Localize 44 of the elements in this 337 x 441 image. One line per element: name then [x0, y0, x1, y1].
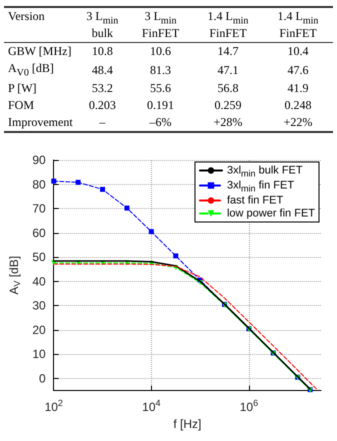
text: 0.259: [214, 98, 242, 112]
text: 10.8: [92, 44, 113, 58]
y-tick-label: 50: [32, 250, 46, 264]
legend-label: low power fin FET: [226, 208, 316, 220]
text: 0.191: [147, 98, 174, 112]
text: +22%: [284, 114, 312, 129]
y-tick-label: 20: [32, 322, 46, 337]
text: 10.6: [150, 44, 172, 58]
text: 10.4: [287, 44, 308, 58]
legend-label: fast fin FET: [226, 194, 284, 206]
text: 55.6: [150, 80, 172, 95]
text: 41.9: [287, 80, 308, 95]
category-label: 3 L$_{min}$ FinFET: [140, 8, 180, 42]
category-label: 1.4 L$_{min}$ FinFET: [206, 8, 250, 42]
text: +28%: [214, 114, 242, 129]
category-label: 1.4 L$_{min}$ FinFET: [276, 8, 320, 42]
y-tick-label: 70: [32, 202, 46, 216]
text: Version: [7, 8, 46, 25]
y-tick-label: 80: [32, 177, 46, 192]
category-label: Improvement: [8, 114, 73, 129]
y-tick-label: 30: [32, 298, 46, 313]
text: –6%: [150, 114, 172, 129]
text: –: [99, 114, 106, 129]
category-label: 3 L$_{min}$ bulk: [85, 8, 120, 42]
text: 53.2: [92, 80, 113, 95]
y-tick-label: 60: [32, 226, 46, 240]
y-tick-label: 90: [32, 153, 46, 167]
category-label: FOM: [8, 98, 34, 112]
category-label: A$_{V0}$ [dB]: [8, 61, 54, 79]
text: 56.8: [217, 80, 238, 95]
text: 0.248: [284, 98, 312, 112]
category-label: P [W]: [8, 80, 37, 95]
text: 47.1: [217, 62, 238, 77]
text: 48.4: [92, 62, 113, 77]
text: 0.203: [88, 98, 116, 112]
x-axis-title: f [Hz]: [173, 417, 202, 431]
category-label: GBW [MHz]: [8, 44, 72, 58]
y-tick-label: 10: [32, 347, 46, 362]
text: 81.3: [150, 62, 172, 77]
y-tick-label: 40: [32, 274, 46, 288]
text: 14.7: [217, 44, 238, 58]
y-tick-label: 0: [39, 371, 46, 386]
text: 47.6: [287, 62, 308, 77]
y-axis-title: AV [dB]: [7, 256, 22, 295]
